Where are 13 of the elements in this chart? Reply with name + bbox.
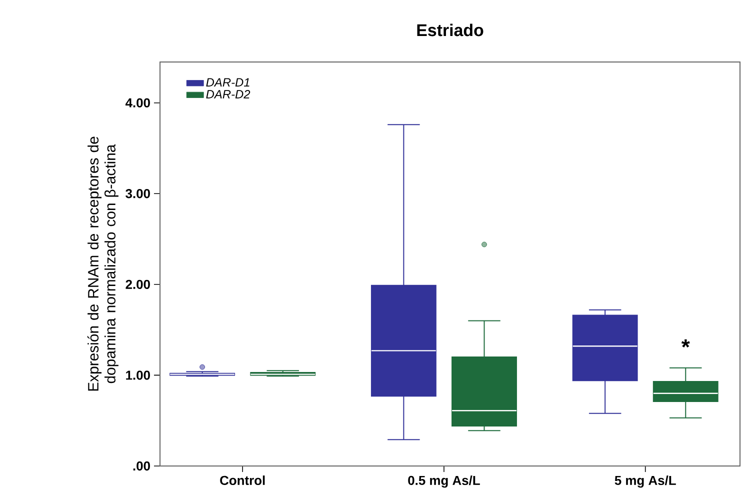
chart-title: Estriado xyxy=(417,24,484,36)
y-tick-label: 4.00 xyxy=(125,98,150,108)
y-tick-label: 2.00 xyxy=(126,280,150,289)
annotation: * xyxy=(681,339,690,348)
y-tick-label: 1.00 xyxy=(126,370,150,380)
y-tick-label: 3.00 xyxy=(126,189,150,198)
y-axis-title: Expresión de RNAm de receptores de dopamina normalizado con β-actina xyxy=(87,136,118,391)
x-tick-label: Control xyxy=(220,476,265,486)
legend-label: DAR-D1 xyxy=(206,78,250,87)
x-tick-label: 5 mg As/L xyxy=(614,476,676,488)
x-tick-label: 0.5 mg As/L xyxy=(408,476,480,488)
legend-label: DAR-D2 xyxy=(206,90,250,98)
y-tick-label: .00 xyxy=(133,461,150,471)
